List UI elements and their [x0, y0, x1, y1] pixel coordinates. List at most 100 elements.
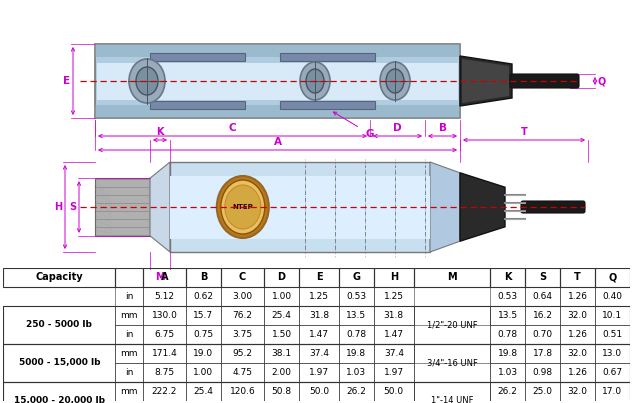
Bar	[264, 344, 299, 363]
Bar	[560, 363, 595, 382]
Bar	[115, 306, 143, 325]
Text: 1.26: 1.26	[567, 292, 587, 301]
Polygon shape	[150, 162, 170, 252]
Text: 0.53: 0.53	[498, 292, 518, 301]
Text: mm: mm	[120, 349, 138, 358]
Text: 25.4: 25.4	[272, 311, 292, 320]
Text: 2.00: 2.00	[272, 368, 292, 377]
Text: 1.47: 1.47	[309, 330, 329, 339]
Text: 0.78: 0.78	[346, 330, 367, 339]
Bar	[595, 363, 630, 382]
Bar	[186, 287, 221, 306]
Bar	[490, 363, 525, 382]
Bar	[264, 306, 299, 325]
Bar	[186, 325, 221, 344]
Text: 1.00: 1.00	[194, 368, 213, 377]
Bar	[150, 101, 245, 109]
Bar	[414, 268, 490, 287]
Bar	[143, 306, 186, 325]
Text: 1.97: 1.97	[384, 368, 404, 377]
Bar	[374, 306, 414, 325]
Text: 1.47: 1.47	[384, 330, 404, 339]
Bar	[95, 178, 150, 236]
Bar	[221, 287, 264, 306]
Text: 0.78: 0.78	[498, 330, 518, 339]
Bar	[525, 268, 560, 287]
Bar	[525, 344, 560, 363]
Text: mm: mm	[120, 387, 138, 396]
Bar	[264, 363, 299, 382]
Bar	[221, 344, 264, 363]
Text: 4.75: 4.75	[232, 368, 253, 377]
Text: 1.03: 1.03	[346, 368, 367, 377]
Text: 76.2: 76.2	[232, 311, 253, 320]
Text: 0.62: 0.62	[194, 292, 213, 301]
Bar	[186, 382, 221, 401]
Bar	[525, 287, 560, 306]
Text: 26.2: 26.2	[346, 387, 367, 396]
Text: 13.5: 13.5	[498, 311, 518, 320]
Text: 31.8: 31.8	[309, 311, 329, 320]
Bar	[170, 176, 430, 239]
Ellipse shape	[129, 59, 165, 103]
Ellipse shape	[300, 62, 330, 100]
Text: 3/4"-16 UNF: 3/4"-16 UNF	[427, 359, 477, 368]
Bar	[221, 325, 264, 344]
Bar	[3, 382, 630, 403]
Bar	[490, 382, 525, 401]
Text: T: T	[574, 272, 581, 283]
Bar	[525, 363, 560, 382]
Ellipse shape	[136, 67, 158, 95]
Text: A: A	[161, 272, 168, 283]
Text: Q: Q	[598, 76, 606, 86]
Text: 38.1: 38.1	[272, 349, 292, 358]
Text: K: K	[156, 127, 164, 137]
Bar	[560, 287, 595, 306]
Bar	[374, 325, 414, 344]
Text: 0.75: 0.75	[194, 330, 213, 339]
Bar	[3, 268, 115, 287]
Polygon shape	[462, 59, 509, 103]
Bar	[186, 363, 221, 382]
Text: 10.1: 10.1	[603, 311, 622, 320]
Bar	[374, 363, 414, 382]
Bar	[264, 287, 299, 306]
Text: 1.97: 1.97	[309, 368, 329, 377]
Bar	[280, 53, 375, 61]
Bar	[490, 306, 525, 325]
Text: 17.0: 17.0	[603, 387, 622, 396]
Bar	[490, 344, 525, 363]
Bar	[560, 344, 595, 363]
Text: H: H	[390, 272, 398, 283]
Polygon shape	[460, 56, 512, 106]
Text: M: M	[447, 272, 457, 283]
Bar	[374, 344, 414, 363]
Bar	[143, 268, 186, 287]
Bar	[143, 287, 186, 306]
Bar	[3, 306, 115, 344]
Text: 13.0: 13.0	[603, 349, 622, 358]
Text: 50.0: 50.0	[309, 387, 329, 396]
Bar	[339, 306, 374, 325]
Text: 19.0: 19.0	[194, 349, 213, 358]
Text: 37.4: 37.4	[309, 349, 329, 358]
Text: K: K	[504, 272, 511, 283]
Text: C: C	[239, 272, 246, 283]
Bar	[374, 287, 414, 306]
Bar	[595, 325, 630, 344]
Bar	[339, 363, 374, 382]
Bar	[560, 306, 595, 325]
Text: 19.8: 19.8	[346, 349, 367, 358]
Bar	[339, 287, 374, 306]
Bar	[299, 287, 339, 306]
Bar	[525, 306, 560, 325]
Bar	[143, 325, 186, 344]
Text: Capacity: Capacity	[35, 272, 83, 283]
Text: H: H	[54, 202, 62, 212]
Bar	[299, 382, 339, 401]
Bar	[374, 382, 414, 401]
Text: 3.75: 3.75	[232, 330, 253, 339]
Text: 130.0: 130.0	[151, 311, 177, 320]
Bar	[95, 44, 460, 57]
Text: 0.64: 0.64	[532, 292, 553, 301]
